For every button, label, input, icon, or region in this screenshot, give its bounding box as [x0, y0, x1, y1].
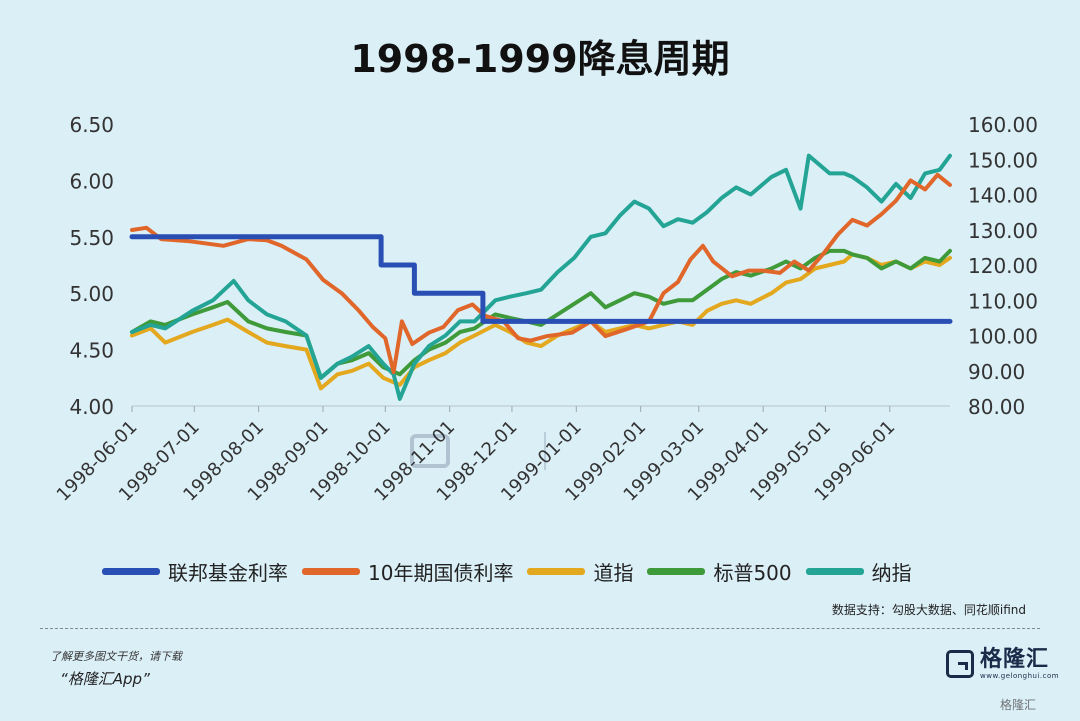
- line-chart: 4.00 4.50 5.00 5.50 6.00 6.50 80.00 90.00 100.00…: [53, 113, 1038, 506]
- legend-item: 标普500: [647, 557, 792, 586]
- y-right-tick-label: 160.00: [968, 113, 1038, 137]
- y-right-tick-label: 130.00: [968, 219, 1038, 243]
- y-right-tick-label: 150.00: [968, 148, 1038, 172]
- corner-watermark: 格隆汇: [1000, 698, 1037, 712]
- y-right-tick-label: 140.00: [968, 184, 1038, 208]
- y-right-tick-label: 90.00: [968, 360, 1025, 384]
- y-right-tick-label: 120.00: [968, 254, 1038, 278]
- brand-name: 格隆汇: [980, 647, 1050, 672]
- y-right-tick-label: 100.00: [968, 325, 1038, 349]
- legend-item: 联邦基金利率: [102, 557, 288, 586]
- y-left-tick-label: 5.00: [69, 282, 114, 306]
- chart-legend: 联邦基金利率 10年期国债利率 道指 标普500 纳指: [102, 557, 926, 586]
- legend-item: 道指: [527, 557, 633, 586]
- series-line: [130, 153, 952, 401]
- series-line: [130, 248, 952, 380]
- legend-swatch: [805, 568, 864, 575]
- y-left-tick-label: 6.00: [69, 169, 114, 193]
- chart-title: 1998-1999降息周期: [350, 37, 730, 81]
- legend-swatch: [647, 568, 706, 575]
- legend-swatch: [302, 568, 360, 575]
- y-right-tick-label: 110.00: [968, 289, 1038, 313]
- brand-logo-icon: [946, 650, 974, 678]
- legend-swatch: [102, 568, 160, 575]
- watermark-logo: [410, 432, 546, 470]
- legend-item: 10年期国债利率: [302, 557, 513, 586]
- legend-label: 联邦基金利率: [168, 561, 288, 585]
- divider: [40, 628, 1040, 629]
- app-name-text: “格隆汇App”: [60, 670, 150, 688]
- series-line: [130, 172, 952, 375]
- brand-url: www.gelonghui.com: [980, 672, 1060, 680]
- y-left-tick-label: 5.50: [69, 226, 114, 250]
- series-line: [130, 252, 952, 391]
- brand-logo-block: 格隆汇 www.gelonghui.com: [946, 648, 1059, 680]
- promo-text: 了解更多图文干货，请下载: [50, 650, 182, 663]
- legend-item: 纳指: [805, 557, 912, 586]
- legend-label: 10年期国债利率: [368, 561, 514, 585]
- y-left-tick-label: 6.50: [69, 113, 114, 137]
- legend-label: 道指: [593, 561, 634, 585]
- legend-label: 标普500: [713, 561, 792, 585]
- series-line: [129, 234, 953, 324]
- source-note: 数据支持：勾股大数据、同花顺ifind: [831, 603, 1026, 617]
- legend-swatch: [527, 568, 586, 575]
- y-left-tick-label: 4.00: [69, 395, 114, 419]
- y-left-tick-label: 4.50: [69, 339, 114, 363]
- y-right-tick-label: 80.00: [968, 395, 1025, 419]
- legend-label: 纳指: [871, 561, 912, 585]
